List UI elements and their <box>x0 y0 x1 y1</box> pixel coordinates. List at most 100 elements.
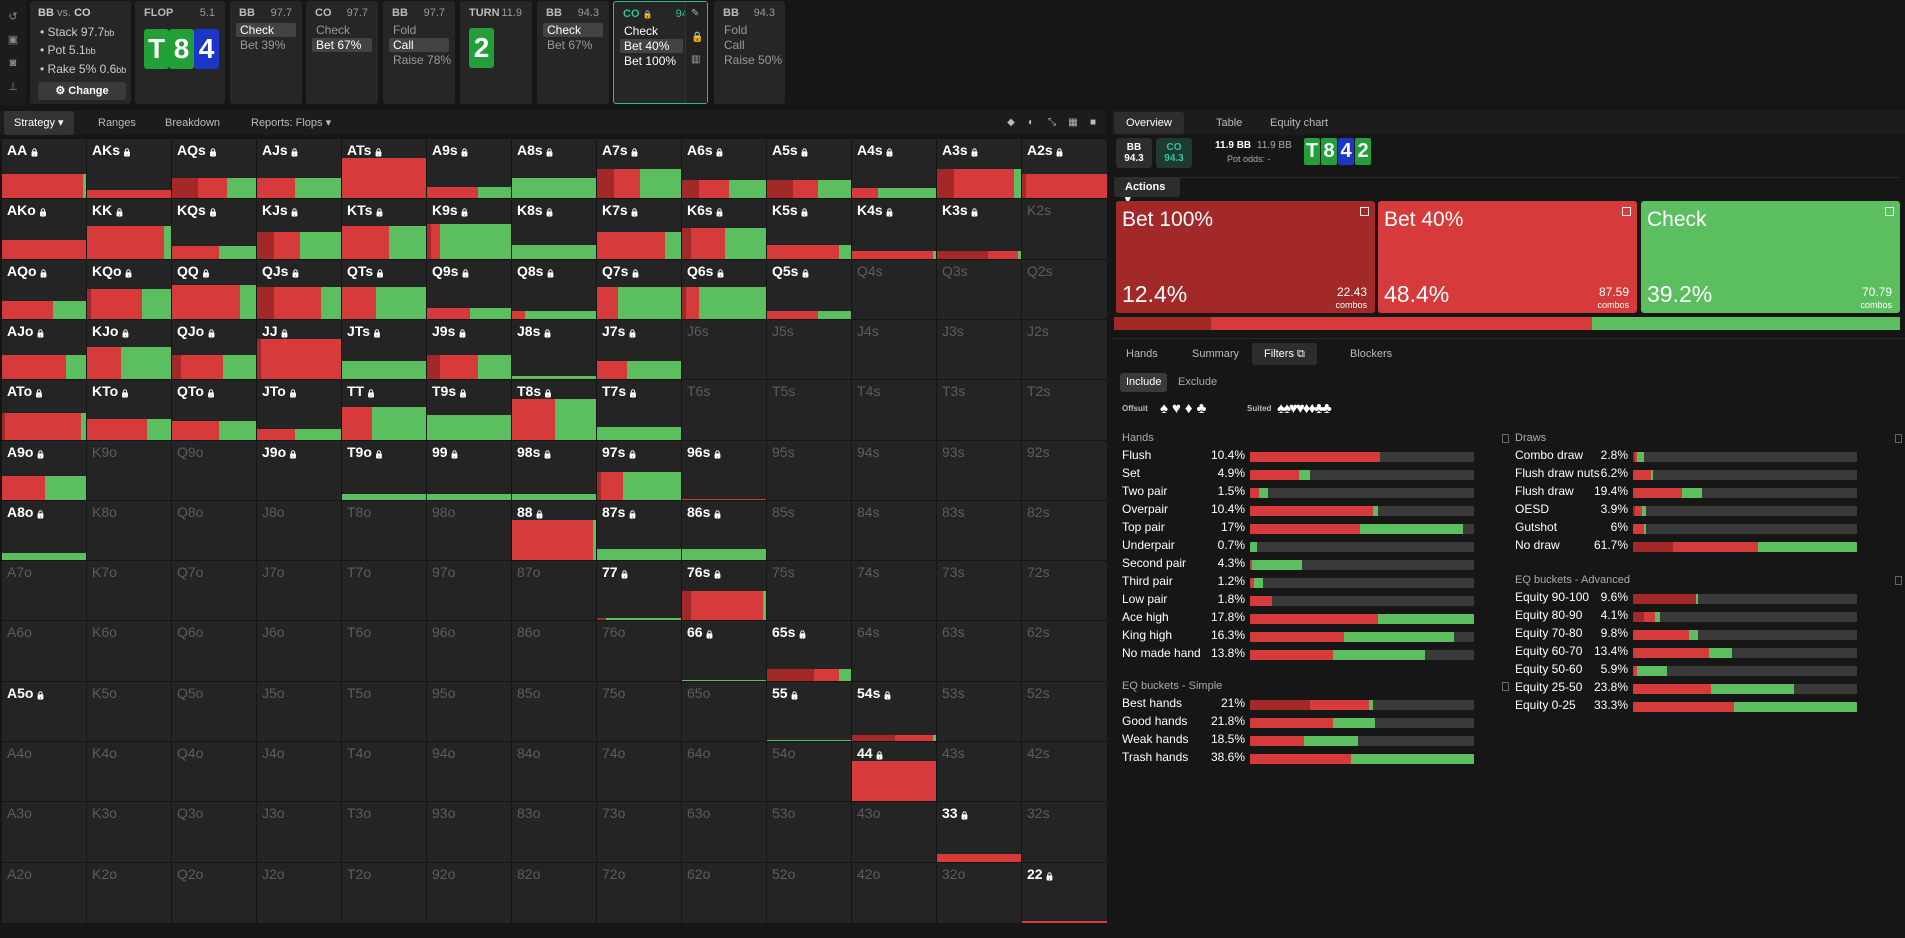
filter-row[interactable]: Equity 60-70 13.4% <box>1515 644 1905 660</box>
hand-cell-22[interactable]: 22 🔒 <box>1021 861 1108 924</box>
hand-cell-k7s[interactable]: K7s 🔒 <box>596 198 683 261</box>
hand-cell-54o[interactable]: 54o <box>766 740 853 804</box>
hand-cell-j2o[interactable]: J2o <box>256 861 343 924</box>
hand-cell-q3o[interactable]: Q3o <box>171 801 258 864</box>
hand-cell-t4s[interactable]: T4s <box>851 379 938 442</box>
hand-cell-tt[interactable]: TT 🔒 <box>341 379 428 442</box>
hand-cell-q6o[interactable]: Q6o <box>171 620 258 683</box>
filter-row[interactable]: Equity 70-80 9.8% <box>1515 626 1905 642</box>
change-button[interactable]: ⚙ Change <box>38 82 126 100</box>
hand-cell-53o[interactable]: 53o <box>766 801 853 864</box>
hand-cell-98o[interactable]: 98o <box>426 499 513 563</box>
nav-action[interactable]: Bet 40% <box>620 39 683 53</box>
filter-row[interactable]: Overpair 10.4% <box>1122 502 1522 518</box>
tab-overview[interactable]: Overview <box>1114 112 1184 134</box>
nav-action[interactable]: Bet 67% <box>547 38 593 52</box>
hand-cell-82o[interactable]: 82o <box>511 861 598 924</box>
hand-cell-a2o[interactable]: A2o <box>1 861 88 924</box>
filter-row[interactable]: Third pair 1.2% <box>1122 574 1522 590</box>
nav-card-bb[interactable]: BB 94.3 Fold Call Raise 50% <box>714 1 785 104</box>
hand-cell-j7o[interactable]: J7o <box>256 560 343 623</box>
hand-cell-75o[interactable]: 75o <box>596 680 683 743</box>
hand-cell-j6o[interactable]: J6o <box>256 620 343 683</box>
filter-row[interactable]: OESD 3.9% <box>1515 502 1905 518</box>
hand-cell-77[interactable]: 77 🔒 <box>596 560 683 623</box>
hand-cell-k3o[interactable]: K3o <box>86 801 173 864</box>
hand-cell-93s[interactable]: 93s <box>936 439 1023 502</box>
tab-table[interactable]: Table <box>1216 117 1243 129</box>
tab-filters[interactable]: Filters ⧉ <box>1252 343 1317 365</box>
hand-cell-t6o[interactable]: T6o <box>341 620 428 683</box>
hand-cell-t2o[interactable]: T2o <box>341 861 428 924</box>
hand-cell-73o[interactable]: 73o <box>596 801 683 864</box>
hand-cell-75s[interactable]: 75s <box>766 560 853 623</box>
hand-cell-43o[interactable]: 43o <box>851 801 938 864</box>
hand-cell-j9o[interactable]: J9o 🔒 <box>256 439 343 502</box>
hand-cell-aa[interactable]: AA 🔒 <box>1 137 88 201</box>
hand-cell-64o[interactable]: 64o <box>681 740 768 804</box>
gamepad-icon[interactable]: ◙ <box>9 57 17 69</box>
hand-cell-q3s[interactable]: Q3s <box>936 258 1023 321</box>
hand-cell-99[interactable]: 99 🔒 <box>426 439 513 502</box>
hand-cell-85s[interactable]: 85s <box>766 499 853 563</box>
hand-cell-a5o[interactable]: A5o 🔒 <box>1 680 88 743</box>
hand-cell-k5s[interactable]: K5s 🔒 <box>766 198 853 261</box>
hand-cell-32o[interactable]: 32o <box>936 861 1023 924</box>
hand-cell-t3o[interactable]: T3o <box>341 801 428 864</box>
hand-cell-94o[interactable]: 94o <box>426 740 513 804</box>
hand-cell-76o[interactable]: 76o <box>596 620 683 683</box>
hand-cell-kqo[interactable]: KQo 🔒 <box>86 258 173 321</box>
hand-cell-93o[interactable]: 93o <box>426 801 513 864</box>
hand-cell-j9s[interactable]: J9s 🔒 <box>426 318 513 382</box>
hand-cell-kqs[interactable]: KQs 🔒 <box>171 198 258 261</box>
hand-cell-k5o[interactable]: K5o <box>86 680 173 743</box>
hand-cell-84s[interactable]: 84s <box>851 499 938 563</box>
hand-cell-kto[interactable]: KTo 🔒 <box>86 379 173 442</box>
nav-card-co[interactable]: CO 97.7 Check Bet 67% <box>306 1 378 104</box>
hand-cell-92o[interactable]: 92o <box>426 861 513 924</box>
suited-filter[interactable]: ♠♠♥♥♦♦♣♣ <box>1277 400 1332 417</box>
hand-cell-a4o[interactable]: A4o <box>1 740 88 804</box>
hand-cell-92s[interactable]: 92s <box>1021 439 1108 502</box>
hand-cell-a3o[interactable]: A3o <box>1 801 88 864</box>
hand-cell-a9s[interactable]: A9s 🔒 <box>426 137 513 201</box>
hand-cell-43s[interactable]: 43s <box>936 740 1023 804</box>
hand-cell-j8s[interactable]: J8s 🔒 <box>511 318 598 382</box>
hand-cell-a8s[interactable]: A8s 🔒 <box>511 137 598 201</box>
hand-cell-a3s[interactable]: A3s 🔒 <box>936 137 1023 201</box>
hand-cell-t6s[interactable]: T6s <box>681 379 768 442</box>
hand-cell-jj[interactable]: JJ 🔒 <box>256 318 343 382</box>
hand-cell-83o[interactable]: 83o <box>511 801 598 864</box>
hand-cell-42o[interactable]: 42o <box>851 861 938 924</box>
tab-reports[interactable]: Reports: Flops ▾ <box>251 117 332 129</box>
hand-cell-87s[interactable]: 87s 🔒 <box>596 499 683 563</box>
filter-row[interactable]: Low pair 1.8% <box>1122 592 1522 608</box>
hand-cell-qjs[interactable]: QJs 🔒 <box>256 258 343 321</box>
hand-cell-qto[interactable]: QTo 🔒 <box>171 379 258 442</box>
filter-row[interactable]: Underpair 0.7% <box>1122 538 1522 554</box>
hand-cell-86o[interactable]: 86o <box>511 620 598 683</box>
filter-row[interactable]: Flush 10.4% <box>1122 448 1522 464</box>
compress-icon[interactable]: ⤡ <box>1048 117 1056 128</box>
hand-cell-q5s[interactable]: Q5s 🔒 <box>766 258 853 321</box>
action-box-bet40[interactable]: Bet 40% 48.4% 87.59 combos <box>1378 201 1637 313</box>
hand-cell-k6o[interactable]: K6o <box>86 620 173 683</box>
filter-row[interactable]: King high 16.3% <box>1122 628 1522 644</box>
section-toggle-icon[interactable] <box>1895 576 1902 585</box>
hand-cell-t9s[interactable]: T9s 🔒 <box>426 379 513 442</box>
hand-cell-ajo[interactable]: AJo 🔒 <box>1 318 88 382</box>
filter-row[interactable]: Combo draw 2.8% <box>1515 448 1905 464</box>
hand-cell-a7s[interactable]: A7s 🔒 <box>596 137 683 201</box>
offsuit-filter[interactable]: ♠♥♦♣ <box>1160 400 1211 417</box>
hand-cell-j2s[interactable]: J2s <box>1021 318 1108 382</box>
hand-cell-33[interactable]: 33 🔒 <box>936 801 1023 864</box>
hand-cell-86s[interactable]: 86s 🔒 <box>681 499 768 563</box>
hand-cell-j3s[interactable]: J3s <box>936 318 1023 382</box>
hand-cell-t5s[interactable]: T5s <box>766 379 853 442</box>
square-icon[interactable]: ■ <box>1089 117 1097 128</box>
tab-blockers[interactable]: Blockers <box>1350 348 1393 360</box>
hand-cell-44[interactable]: 44 🔒 <box>851 740 938 804</box>
hand-cell-32s[interactable]: 32s <box>1021 801 1108 864</box>
hand-cell-q4o[interactable]: Q4o <box>171 740 258 804</box>
